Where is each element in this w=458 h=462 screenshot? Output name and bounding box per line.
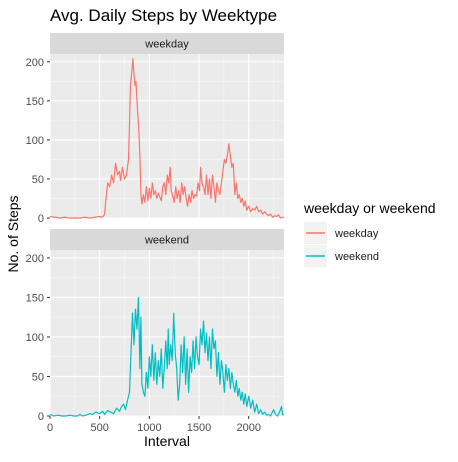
x-tick-label: 0 [47, 422, 53, 434]
series-line-weekend [49, 296, 285, 417]
y-tick-label: 50 [32, 174, 44, 186]
facet-strip-label: weekday [144, 39, 189, 51]
x-axis: 0 500 1000 1500 2000 [47, 416, 261, 434]
x-axis-label: Interval [144, 433, 190, 449]
y-tick-label: 0 [38, 213, 44, 225]
legend-label: weekend [334, 251, 379, 263]
legend-title: weekday or weekend [303, 200, 436, 216]
facet-weekend: weekend 0 50 100 150 200 [26, 229, 285, 423]
legend-item-weekend: weekend [304, 245, 379, 267]
legend: weekday or weekend weekday weekend [303, 200, 436, 267]
series-line-weekday [49, 58, 285, 219]
legend-label: weekday [334, 228, 379, 240]
x-tick-label: 1000 [137, 422, 161, 434]
legend-item-weekday: weekday [304, 222, 379, 244]
facet-strip-label: weekend [144, 235, 189, 247]
facet-strip [50, 33, 284, 54]
facet-weekday: weekday 0 50 100 150 200 [26, 33, 285, 225]
y-tick-label: 100 [26, 135, 44, 147]
facet-strip [50, 229, 284, 250]
x-tick-label: 2000 [236, 422, 260, 434]
y-tick-label: 0 [38, 411, 44, 423]
y-tick-label: 150 [26, 292, 44, 304]
y-tick-label: 50 [32, 371, 44, 383]
y-tick-label: 200 [26, 57, 44, 69]
chart-title: Avg. Daily Steps by Weektype [50, 6, 277, 25]
y-axis-label: No. of Steps [5, 195, 21, 272]
x-tick-label: 500 [91, 422, 109, 434]
y-tick-label: 100 [26, 332, 44, 344]
y-tick-label: 150 [26, 96, 44, 108]
x-tick-label: 1500 [187, 422, 211, 434]
legend-items: weekday weekend [304, 222, 379, 267]
y-tick-label: 200 [26, 253, 44, 265]
